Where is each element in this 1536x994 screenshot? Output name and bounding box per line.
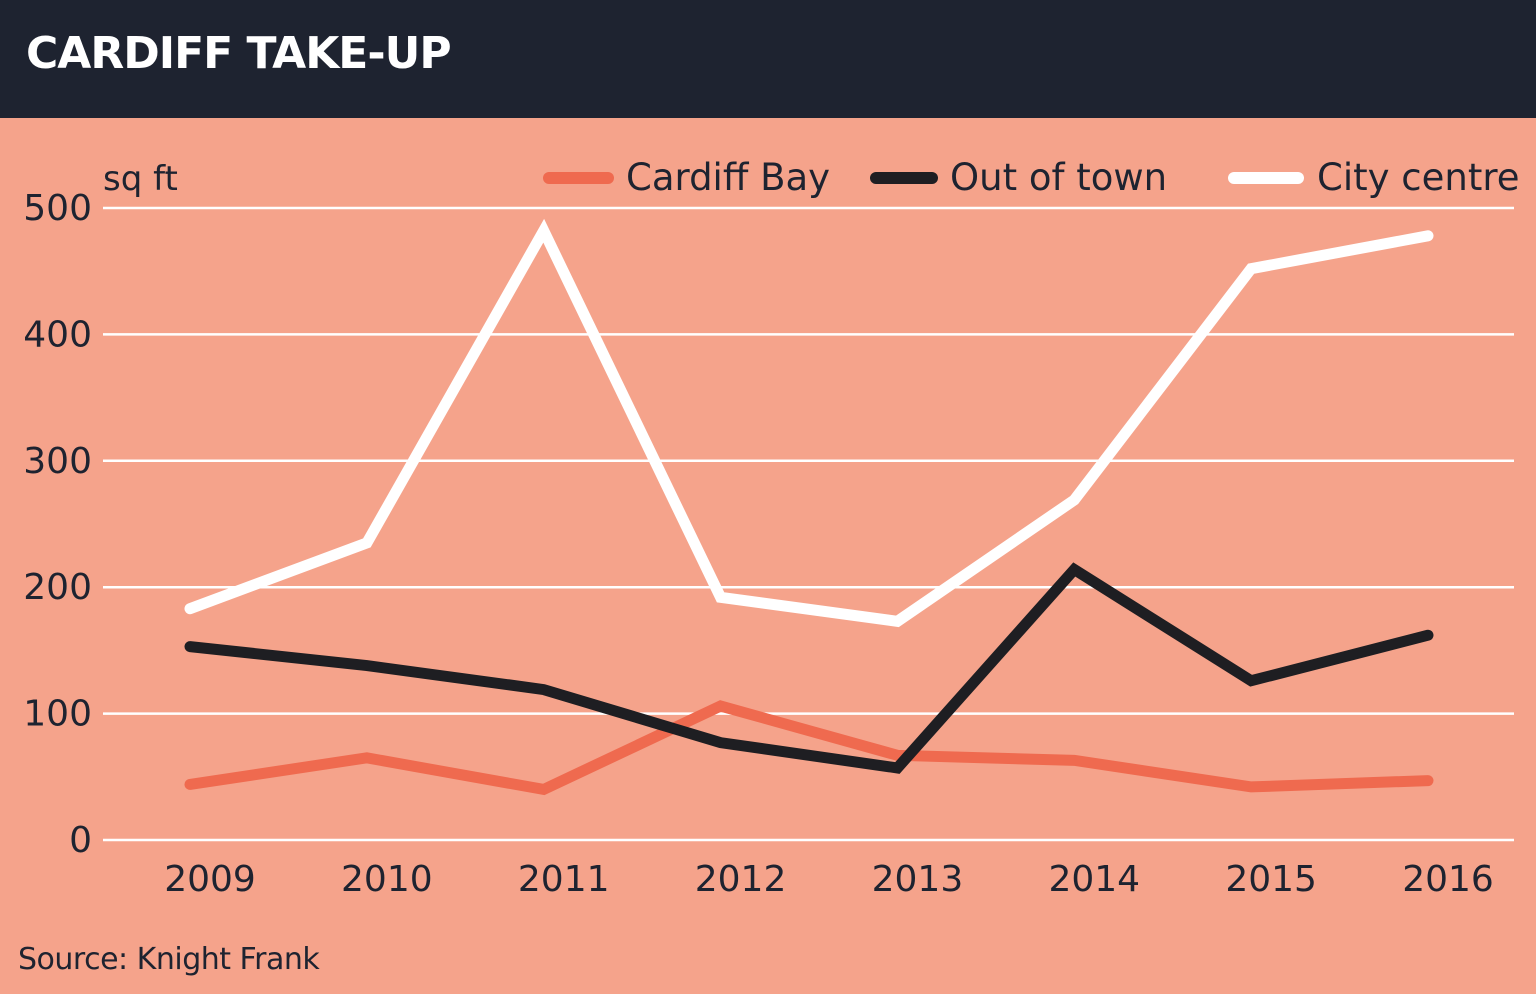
x-axis-tick-labels: 2009 2010 2011 2012 2013 2014 2015 2016 xyxy=(164,859,1494,900)
series-line-city-centre xyxy=(184,218,1434,628)
y-axis-label: sq ft xyxy=(103,159,178,199)
x-tick-label: 2016 xyxy=(1402,859,1494,900)
y-tick-label: 200 xyxy=(23,567,92,608)
x-tick-label: 2011 xyxy=(518,859,610,900)
series-line-out-of-town xyxy=(184,562,1434,774)
y-tick-label: 500 xyxy=(23,188,92,229)
x-tick-label: 2015 xyxy=(1225,859,1317,900)
series-line-cardiff-bay xyxy=(184,700,1434,796)
series-lines xyxy=(184,218,1434,796)
y-tick-label: 400 xyxy=(23,314,92,355)
legend-label-out-of-town: Out of town xyxy=(950,156,1167,199)
source-note: Source: Knight Frank xyxy=(18,942,320,977)
x-tick-label: 2009 xyxy=(164,859,256,900)
x-tick-label: 2010 xyxy=(341,859,433,900)
title-bar: CARDIFF TAKE-UP xyxy=(0,0,1536,118)
x-tick-label: 2014 xyxy=(1048,859,1140,900)
x-tick-label: 2013 xyxy=(872,859,964,900)
gridlines xyxy=(103,206,1514,842)
y-tick-label: 0 xyxy=(69,820,92,861)
x-tick-label: 2012 xyxy=(695,859,787,900)
legend-label-cardiff-bay: Cardiff Bay xyxy=(626,156,830,199)
y-tick-label: 100 xyxy=(23,694,92,735)
y-tick-label: 300 xyxy=(23,441,92,482)
legend-label-city-centre: City centre xyxy=(1317,156,1520,199)
y-axis-tick-labels: 0 100 200 300 400 500 xyxy=(23,188,92,861)
chart-title: CARDIFF TAKE-UP xyxy=(26,28,452,79)
legend: Cardiff Bay Out of town City centre xyxy=(543,156,1520,199)
